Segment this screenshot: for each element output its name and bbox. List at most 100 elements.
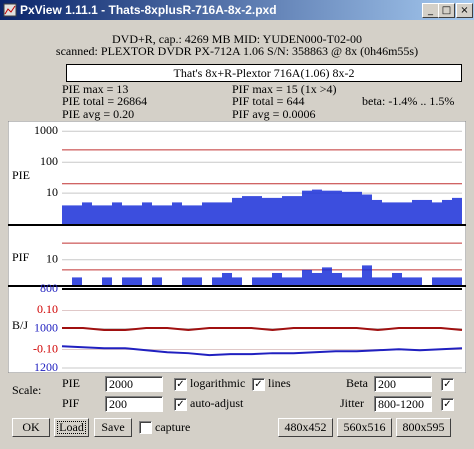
title-bar: PxView 1.11.1 - Thats-8xplusR-716A-8x-2.… [0, 0, 474, 20]
disc-label: That's 8x+R-Plextor 716A(1.06) 8x-2 [66, 64, 462, 82]
bar [262, 277, 272, 285]
bar [112, 202, 122, 224]
window-title: PxView 1.11.1 - Thats-8xplusR-716A-8x-2.… [20, 3, 277, 17]
bar [62, 205, 72, 224]
bar [402, 277, 412, 285]
bar [342, 277, 352, 285]
minimize-button[interactable]: _ [422, 3, 439, 18]
pie-scale-input[interactable]: 2000 [105, 376, 163, 392]
bar [102, 277, 112, 285]
bar [402, 202, 412, 224]
bar [332, 272, 342, 285]
bar [192, 205, 202, 224]
bar [152, 277, 162, 285]
y-tick-label: 800 [40, 281, 58, 295]
bar [382, 277, 392, 285]
bar [72, 205, 82, 224]
bar [452, 197, 462, 224]
bar [172, 202, 182, 224]
app-icon [3, 3, 17, 17]
checkbox[interactable]: ✓ [441, 378, 454, 391]
bar [282, 277, 292, 285]
bar [392, 202, 402, 224]
size-button[interactable]: 480x452 [278, 418, 333, 437]
bar [412, 277, 422, 285]
bar [122, 205, 132, 224]
bar [232, 197, 242, 224]
bar [72, 277, 82, 285]
bar [292, 277, 302, 285]
bar [442, 199, 452, 224]
size-button[interactable]: 800x595 [396, 418, 451, 437]
bar [372, 199, 382, 224]
bar [82, 202, 92, 224]
beta-scale-input[interactable]: 200 [374, 376, 432, 392]
stat: PIF avg = 0.0006 [232, 107, 316, 121]
save-button[interactable]: Save [94, 418, 132, 437]
checkbox[interactable]: ✓ [174, 398, 187, 411]
bar [222, 272, 232, 285]
pif-scale-input[interactable]: 200 [105, 396, 163, 412]
bar [122, 277, 132, 285]
bar [262, 197, 272, 224]
bar [322, 267, 332, 285]
bar [452, 277, 462, 285]
bar [152, 205, 162, 224]
stat: PIE max = 13 [62, 82, 129, 96]
bar [272, 272, 282, 285]
y-tick-label: 100 [40, 154, 58, 168]
stat: PIE avg = 0.20 [62, 107, 135, 121]
bar [412, 199, 422, 224]
bar [252, 196, 262, 224]
y-tick-label: 1000 [34, 123, 58, 137]
y-tick-label: 10 [46, 252, 58, 266]
bar [432, 202, 442, 224]
bar [372, 277, 382, 285]
jitter-scale-label: Jitter [340, 396, 364, 410]
size-button[interactable]: 560x516 [337, 418, 392, 437]
close-button[interactable]: × [456, 3, 473, 18]
bar [292, 196, 302, 224]
bar [212, 277, 222, 285]
graph-frame [8, 121, 466, 373]
bar [422, 199, 432, 224]
bar [352, 191, 362, 224]
checkbox[interactable]: ✓ [441, 398, 454, 411]
y-tick-label: -0.10 [33, 341, 58, 355]
checkbox[interactable]: ✓ [252, 378, 265, 391]
checkbox-label: lines [268, 376, 291, 390]
beta-scale-label: Beta [346, 376, 368, 390]
bar [92, 205, 102, 224]
axis-label: B/J [12, 318, 28, 332]
graph-area: PIE 10 100 1000 PIF 10 B/J 800 1000 1200 0.10 -0.10 [8, 121, 466, 373]
bar [232, 277, 242, 285]
checkbox-label: capture [155, 420, 191, 434]
stat: PIF max = 15 (1x >4) [232, 82, 337, 96]
bar [132, 277, 142, 285]
bar [182, 277, 192, 285]
maximize-button[interactable]: □ [438, 3, 455, 18]
bar [132, 205, 142, 224]
bar [362, 265, 372, 285]
bar [222, 202, 232, 224]
bar [332, 190, 342, 224]
checkbox[interactable] [139, 421, 152, 434]
bar [442, 277, 452, 285]
scale-label: Scale: [12, 383, 42, 397]
checkbox[interactable]: ✓ [174, 378, 187, 391]
checkbox-label: auto-adjust [190, 396, 244, 410]
bar [282, 196, 292, 224]
stat: beta: -1.4% .. 1.5% [362, 94, 455, 108]
bar [432, 277, 442, 285]
bar [382, 202, 392, 224]
checkbox-label: logarithmic [190, 376, 246, 390]
header-line: DVD+R, cap.: 4269 MB MID: YUDEN000-T02-0… [112, 32, 362, 46]
bar [252, 277, 262, 285]
jitter-scale-input[interactable]: 800-1200 [374, 396, 432, 412]
bar [322, 190, 332, 224]
ok-button[interactable]: OK [12, 418, 50, 437]
bar [162, 205, 172, 224]
bar [212, 202, 222, 224]
load-button[interactable]: Load [54, 418, 89, 437]
